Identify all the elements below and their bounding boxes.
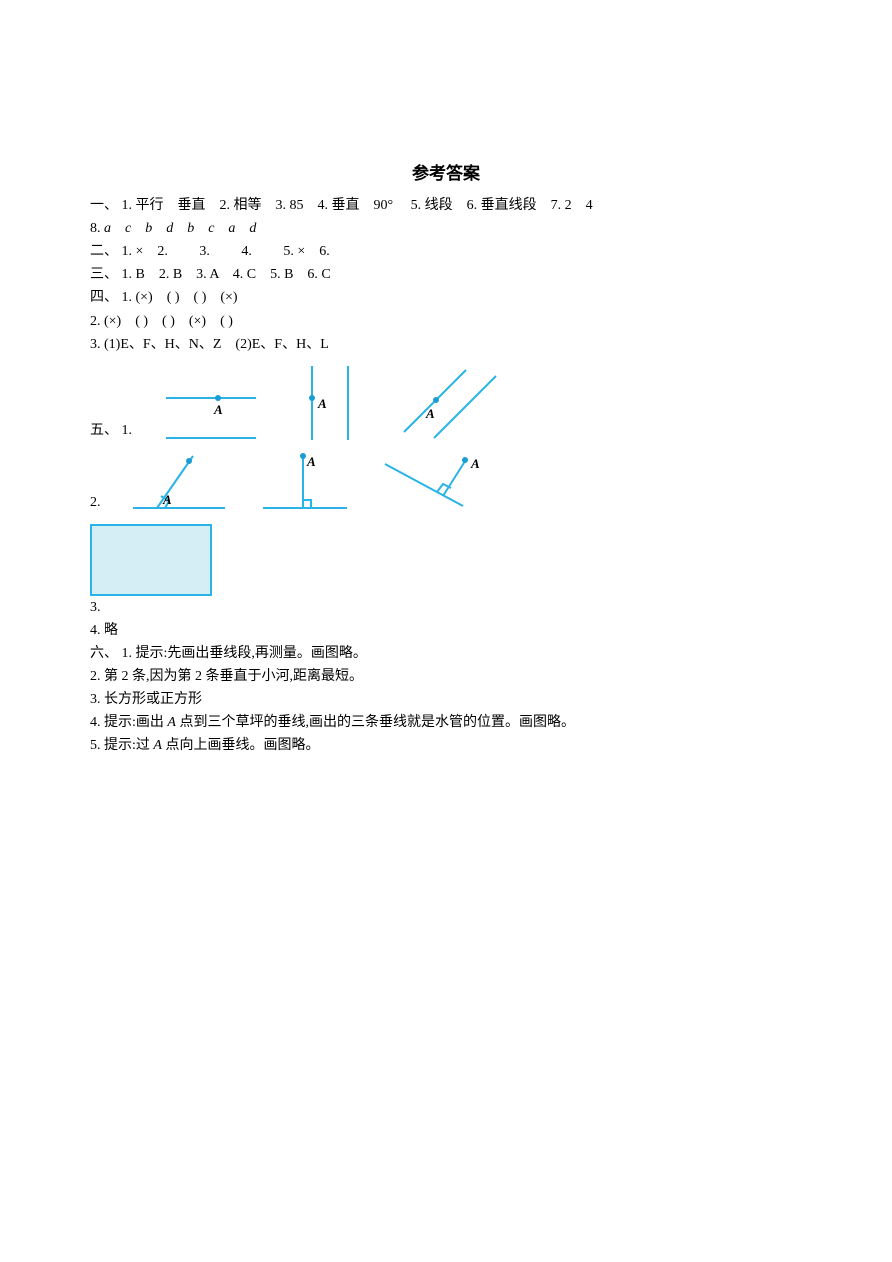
parallel-diagram-3: A [396, 360, 506, 446]
q8-prefix: 8. [90, 221, 104, 236]
sec-six-l4: 4. 提示:画出 A 点到三个草坪的垂线,画出的三条垂线就是水管的位置。画图略。 [90, 711, 802, 734]
sec-five-row1: 五、 1. A A A [90, 360, 802, 446]
six-l4-a: 4. 提示:画出 [90, 715, 167, 730]
sec-six-l2: 2. 第 2 条,因为第 2 条垂直于小河,距离最短。 [90, 665, 802, 688]
sec-six-l3: 3. 长方形或正方形 [90, 688, 802, 711]
svg-text:A: A [306, 454, 316, 469]
q8-letters: a c b d b c a d [104, 221, 256, 236]
six-l4-i: A [167, 715, 176, 730]
sec-five-4: 4. 略 [90, 619, 802, 642]
sec-four-l3: 3. (1)E、F、H、N、Z (2)E、F、H、L [90, 333, 802, 356]
sec-four-l2: 2. (×) ( ) ( ) (×) ( ) [90, 310, 802, 333]
perp-diagram-1: A [125, 446, 235, 518]
sec-five-3-label: 3. [90, 600, 101, 615]
perp-diagram-2: A [255, 446, 355, 518]
sec-six-l5: 5. 提示:过 A 点向上画垂线。画图略。 [90, 734, 802, 757]
svg-text:A: A [425, 406, 435, 421]
sec-five-2-label: 2. [90, 496, 101, 518]
svg-text:A: A [162, 492, 172, 507]
sec-one-line1: 一、 1. 平行 垂直 2. 相等 3. 85 4. 垂直 90° 5. 线段 … [90, 194, 802, 217]
svg-text:A: A [213, 402, 223, 417]
svg-text:A: A [317, 396, 327, 411]
sec-five-row2: 2. A A A [90, 446, 802, 518]
sec-four-l1: 四、 1. (×) ( ) ( ) (×) [90, 286, 802, 309]
six-l4-b: 点到三个草坪的垂线,画出的三条垂线就是水管的位置。画图略。 [176, 715, 575, 730]
six-l5-a: 5. 提示:过 [90, 738, 153, 753]
sec-two: 二、 1. × 2. 3. 4. 5. × 6. [90, 240, 802, 263]
svg-text:A: A [470, 456, 480, 471]
rectangle-figure [90, 524, 212, 596]
parallel-diagram-1: A [156, 368, 266, 446]
six-l5-i: A [153, 738, 162, 753]
sec-three: 三、 1. B 2. B 3. A 4. C 5. B 6. C [90, 263, 802, 286]
sec-one-line2: 8. a c b d b c a d [90, 217, 802, 240]
parallel-diagram-2: A [286, 360, 376, 446]
sec-five-3: 3. [90, 518, 802, 619]
perp-diagram-3: A [375, 446, 495, 518]
answer-title: 参考答案 [90, 160, 802, 188]
sec-five-prefix: 五、 1. [90, 424, 132, 446]
sec-six-l1: 六、 1. 提示:先画出垂线段,再测量。画图略。 [90, 642, 802, 665]
six-l5-b: 点向上画垂线。画图略。 [162, 738, 320, 753]
